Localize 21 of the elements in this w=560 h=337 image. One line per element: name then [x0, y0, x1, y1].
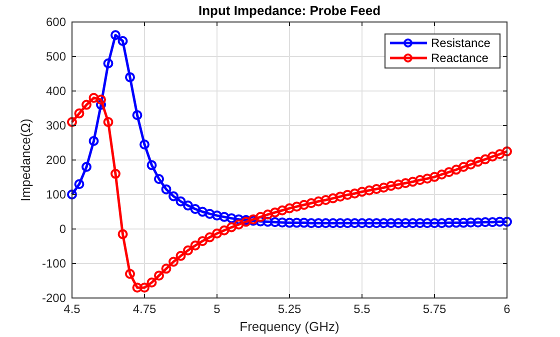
- y-tick-label: 400: [46, 84, 66, 98]
- chart-title: Input Impedance: Probe Feed: [198, 3, 381, 18]
- y-tick-label: -200: [42, 291, 66, 305]
- x-tick-label: 4.75: [132, 302, 156, 316]
- legend-label: Reactance: [431, 51, 489, 65]
- y-tick-label: 600: [46, 15, 66, 29]
- y-tick-label: -100: [42, 256, 66, 270]
- y-tick-label: 300: [46, 118, 66, 132]
- x-axis-title: Frequency (GHz): [240, 319, 340, 334]
- legend-label: Resistance: [431, 36, 491, 50]
- x-tick-label: 5.25: [278, 302, 302, 316]
- y-tick-label: 200: [46, 153, 66, 167]
- x-tick-label: 6: [504, 302, 511, 316]
- x-tick-label: 5.5: [354, 302, 371, 316]
- y-tick-label: 500: [46, 50, 66, 64]
- x-tick-label: 4.5: [64, 302, 81, 316]
- x-tick-label: 5.75: [422, 302, 446, 316]
- y-tick-label: 100: [46, 188, 66, 202]
- y-tick-label: 0: [59, 222, 66, 236]
- x-tick-label: 5: [214, 302, 221, 316]
- y-axis-title: Impedance(Ω): [18, 118, 33, 202]
